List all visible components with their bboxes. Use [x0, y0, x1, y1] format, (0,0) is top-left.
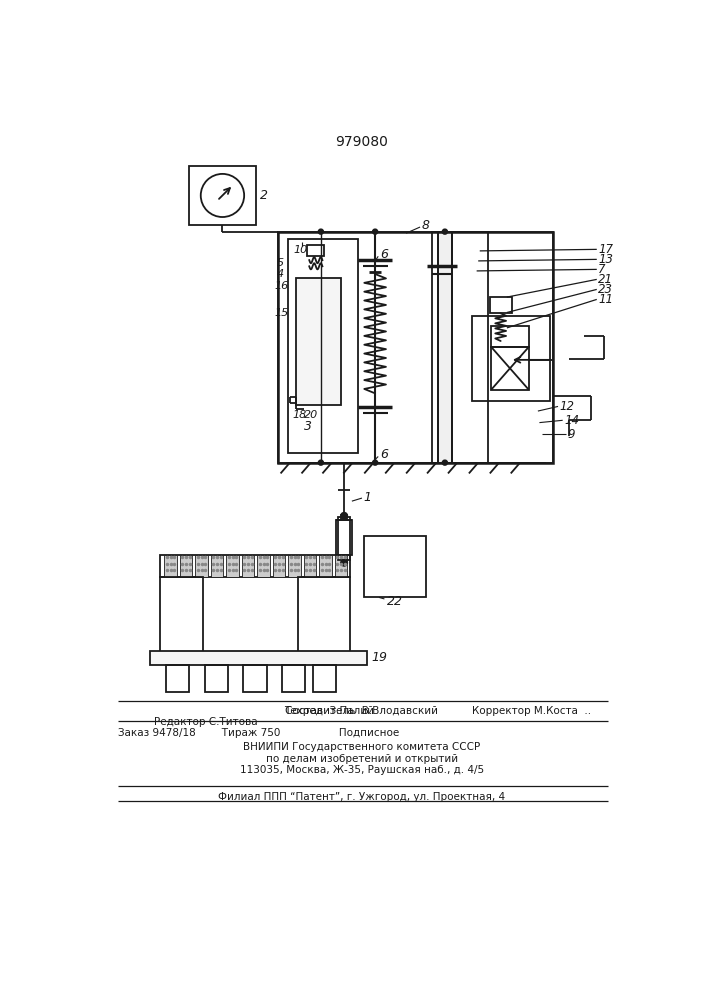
Bar [338, 517, 351, 560]
Text: 15: 15 [274, 308, 288, 318]
Text: 20: 20 [304, 410, 318, 420]
Bar [243, 665, 267, 692]
Bar [273, 555, 285, 577]
Bar [438, 232, 452, 463]
Bar [491, 326, 529, 347]
Text: 17: 17 [598, 243, 614, 256]
Text: 10: 10 [293, 245, 308, 255]
Circle shape [341, 513, 347, 519]
Text: 23: 23 [598, 283, 614, 296]
Text: 4: 4 [276, 269, 284, 279]
Circle shape [443, 460, 448, 465]
Bar [304, 555, 316, 577]
Text: Техред··З.Палий: Техред··З.Палий [284, 706, 375, 716]
Circle shape [319, 460, 323, 465]
Bar [242, 555, 255, 577]
Text: 19: 19 [371, 651, 387, 664]
Text: 8: 8 [421, 219, 430, 232]
Bar [307, 245, 324, 256]
Bar [151, 651, 368, 665]
Bar [288, 555, 300, 577]
Bar [296, 278, 341, 405]
Bar [472, 316, 549, 401]
Text: Филиал ППП “Патент”, г. Ужгород, ул. Проектная, 4: Филиал ППП “Патент”, г. Ужгород, ул. Про… [218, 792, 506, 802]
Bar [204, 665, 228, 692]
Bar [195, 555, 208, 577]
Bar [490, 297, 512, 312]
Text: Редактор С.Титова: Редактор С.Титова [154, 717, 258, 727]
Circle shape [373, 460, 378, 465]
Text: 979080: 979080 [336, 135, 388, 149]
Bar [160, 577, 203, 661]
Bar [166, 665, 189, 692]
Bar [226, 555, 239, 577]
Bar [288, 239, 358, 453]
Bar [491, 347, 529, 389]
Text: Корректор М.Коста  ..: Корректор М.Коста .. [472, 706, 591, 716]
Bar [279, 232, 554, 463]
Text: Заказ 9478/18        Тираж 750                  Подписное: Заказ 9478/18 Тираж 750 Подписное [118, 728, 399, 738]
Bar [432, 232, 488, 463]
Bar [164, 555, 177, 577]
Text: 22: 22 [387, 595, 403, 608]
Text: Составитель  В.Влодавский: Составитель В.Влодавский [286, 706, 438, 716]
Bar [335, 555, 347, 577]
Bar [337, 520, 352, 555]
Text: 11: 11 [598, 293, 614, 306]
Text: 12: 12 [559, 400, 575, 413]
Text: 9: 9 [567, 428, 575, 441]
Text: 113035, Москва, Ж-35, Раушская наб., д. 4/5: 113035, Москва, Ж-35, Раушская наб., д. … [240, 765, 484, 775]
Text: 3: 3 [304, 420, 312, 433]
Bar [160, 555, 351, 577]
Text: 18: 18 [292, 410, 306, 420]
Text: 5: 5 [276, 258, 284, 268]
Text: 7: 7 [598, 263, 606, 276]
Text: 21: 21 [598, 273, 614, 286]
Text: 14: 14 [564, 414, 579, 427]
Bar [282, 665, 305, 692]
Text: 1: 1 [363, 491, 371, 504]
Text: ВНИИПИ Государственного комитета СССР: ВНИИПИ Государственного комитета СССР [243, 742, 481, 752]
Text: 13: 13 [598, 253, 614, 266]
Bar [320, 555, 332, 577]
Bar [180, 555, 192, 577]
Text: 2: 2 [259, 189, 268, 202]
Text: 16: 16 [274, 281, 288, 291]
Bar [363, 536, 426, 597]
Circle shape [341, 560, 347, 566]
Text: 6: 6 [380, 248, 387, 261]
Circle shape [443, 229, 448, 234]
Circle shape [373, 229, 378, 234]
Bar [189, 166, 256, 225]
Text: по делам изобретений и открытий: по делам изобретений и открытий [266, 754, 458, 764]
Circle shape [319, 229, 323, 234]
Bar [211, 555, 223, 577]
Bar [279, 232, 554, 463]
Bar [257, 555, 270, 577]
Bar [313, 665, 337, 692]
Text: 6: 6 [380, 448, 387, 461]
Bar [298, 577, 351, 661]
